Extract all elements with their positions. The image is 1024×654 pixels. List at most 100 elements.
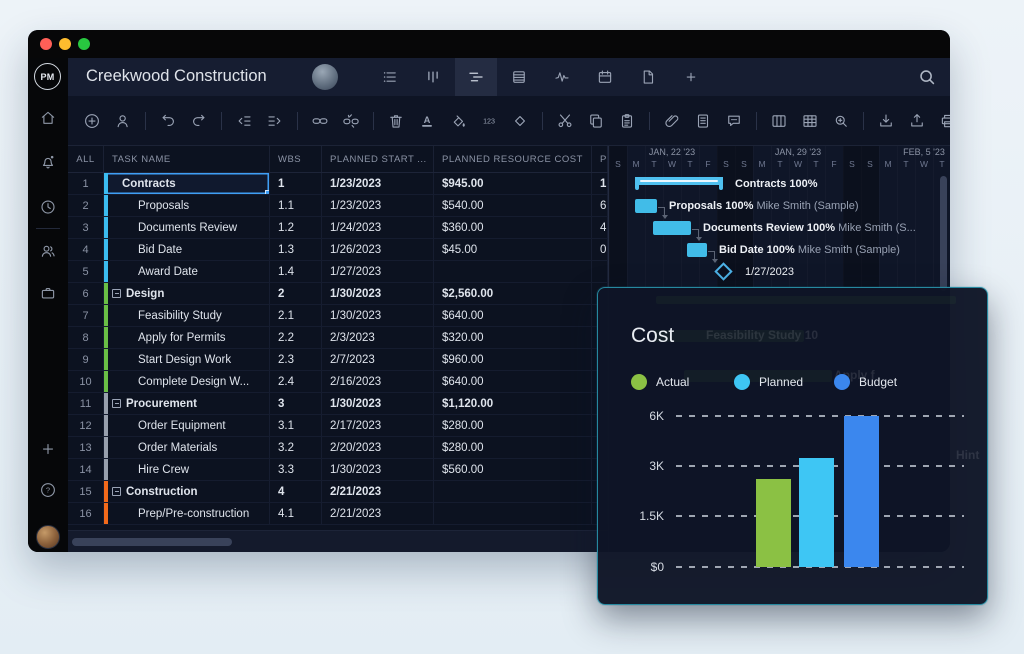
cell-planned-start[interactable]: 1/23/2023: [322, 173, 434, 194]
show-grid-button[interactable]: [801, 112, 819, 130]
cell-planned-start[interactable]: 2/17/2023: [322, 415, 434, 436]
number-format-button[interactable]: 123: [480, 112, 498, 130]
gantt-task-bar[interactable]: [653, 221, 691, 235]
view-tab-calendar[interactable]: [584, 58, 626, 96]
cell-planned-resource-cost[interactable]: $320.00: [434, 327, 592, 348]
cell-p[interactable]: 1: [592, 173, 608, 194]
cell-planned-start[interactable]: 2/21/2023: [322, 481, 434, 502]
cell-planned-start[interactable]: 2/3/2023: [322, 327, 434, 348]
help-icon[interactable]: ?: [39, 481, 57, 499]
cell-planned-start[interactable]: 1/27/2023: [322, 261, 434, 282]
row-number[interactable]: 5: [68, 261, 104, 282]
cell-planned-resource-cost[interactable]: $640.00: [434, 371, 592, 392]
delete-button[interactable]: [387, 112, 405, 130]
cell-planned-resource-cost[interactable]: $560.00: [434, 459, 592, 480]
view-tab-activity[interactable]: [541, 58, 583, 96]
view-tab-board[interactable]: [412, 58, 454, 96]
row-number[interactable]: 6: [68, 283, 104, 304]
task-row[interactable]: 15 Construction 4 2/21/2023: [68, 481, 608, 503]
import-button[interactable]: [877, 112, 895, 130]
add-comment-button[interactable]: [725, 112, 743, 130]
task-row[interactable]: 10 Complete Design W... 2.4 2/16/2023 $640.0…: [68, 371, 608, 393]
cell-planned-resource-cost[interactable]: $640.00: [434, 305, 592, 326]
cell-planned-start[interactable]: 1/30/2023: [322, 283, 434, 304]
close-window-button[interactable]: [40, 38, 52, 50]
font-color-button[interactable]: A: [418, 112, 436, 130]
cell-planned-start[interactable]: 1/24/2023: [322, 217, 434, 238]
zoom-window-button[interactable]: [78, 38, 90, 50]
row-number[interactable]: 10: [68, 371, 104, 392]
row-number[interactable]: 2: [68, 195, 104, 216]
redo-button[interactable]: [190, 112, 208, 130]
cell-task-name[interactable]: Design: [104, 283, 270, 304]
gantt-task-bar[interactable]: [687, 243, 707, 257]
cell-wbs[interactable]: 4.1: [270, 503, 322, 524]
attach-file-button[interactable]: [663, 112, 681, 130]
outdent-button[interactable]: [235, 112, 253, 130]
horizontal-scrollbar-thumb[interactable]: [72, 538, 232, 546]
cell-wbs[interactable]: 3: [270, 393, 322, 414]
cell-task-name[interactable]: Order Equipment: [104, 415, 270, 436]
team-icon[interactable]: [39, 242, 57, 260]
minimize-window-button[interactable]: [59, 38, 71, 50]
cell-planned-start[interactable]: 2/16/2023: [322, 371, 434, 392]
portfolio-icon[interactable]: [39, 284, 57, 302]
print-button[interactable]: [939, 112, 950, 130]
task-row[interactable]: 6 Design 2 1/30/2023 $2,560.00: [68, 283, 608, 305]
cell-task-name[interactable]: Proposals: [104, 195, 270, 216]
legend-item-actual[interactable]: Actual: [631, 374, 689, 390]
col-header-planned-resource-cost[interactable]: PLANNED RESOURCE COST: [434, 146, 592, 172]
cell-planned-resource-cost[interactable]: $945.00: [434, 173, 592, 194]
row-number[interactable]: 14: [68, 459, 104, 480]
cell-planned-start[interactable]: 2/20/2023: [322, 437, 434, 458]
zoom-to-fit-button[interactable]: [832, 112, 850, 130]
view-tab-document[interactable]: [627, 58, 669, 96]
cell-planned-resource-cost[interactable]: $2,560.00: [434, 283, 592, 304]
export-button[interactable]: [908, 112, 926, 130]
add-note-button[interactable]: [694, 112, 712, 130]
cell-wbs[interactable]: 2.1: [270, 305, 322, 326]
cell-task-name[interactable]: Construction: [104, 481, 270, 502]
row-number[interactable]: 3: [68, 217, 104, 238]
row-number[interactable]: 11: [68, 393, 104, 414]
cut-button[interactable]: [556, 112, 574, 130]
project-owner-avatar[interactable]: [312, 64, 338, 90]
gantt-summary-bar[interactable]: [635, 177, 723, 190]
cell-planned-resource-cost[interactable]: $280.00: [434, 415, 592, 436]
cell-planned-resource-cost[interactable]: $540.00: [434, 195, 592, 216]
cell-planned-start[interactable]: 2/7/2023: [322, 349, 434, 370]
cell-task-name[interactable]: Documents Review: [104, 217, 270, 238]
task-row[interactable]: 1 Contracts 1 1/23/2023 $945.00 1: [68, 173, 608, 195]
link-tasks-button[interactable]: [311, 112, 329, 130]
cell-planned-resource-cost[interactable]: [434, 261, 592, 282]
cost-bar-planned[interactable]: [799, 457, 834, 567]
cell-planned-start[interactable]: 2/21/2023: [322, 503, 434, 524]
task-row[interactable]: 12 Order Equipment 3.1 2/17/2023 $280.00: [68, 415, 608, 437]
view-tab-sheet[interactable]: [498, 58, 540, 96]
cell-task-name[interactable]: Start Design Work: [104, 349, 270, 370]
gantt-task-bar[interactable]: [635, 199, 657, 213]
col-header-planned-start[interactable]: PLANNED START ...: [322, 146, 434, 172]
cell-task-name[interactable]: Bid Date: [104, 239, 270, 260]
legend-item-planned[interactable]: Planned: [734, 374, 803, 390]
cell-wbs[interactable]: 3.1: [270, 415, 322, 436]
row-number[interactable]: 13: [68, 437, 104, 458]
cell-planned-resource-cost[interactable]: $280.00: [434, 437, 592, 458]
row-number[interactable]: 15: [68, 481, 104, 502]
assign-people-button[interactable]: [114, 112, 132, 130]
vertical-scrollbar-thumb[interactable]: [940, 176, 947, 291]
pm-logo[interactable]: PM: [34, 63, 61, 90]
task-row[interactable]: 5 Award Date 1.4 1/27/2023: [68, 261, 608, 283]
unlink-tasks-button[interactable]: [342, 112, 360, 130]
task-row[interactable]: 3 Documents Review 1.2 1/24/2023 $360.00 4: [68, 217, 608, 239]
undo-button[interactable]: [159, 112, 177, 130]
indent-button[interactable]: [266, 112, 284, 130]
cell-wbs[interactable]: 4: [270, 481, 322, 502]
task-row[interactable]: 13 Order Materials 3.2 2/20/2023 $280.00: [68, 437, 608, 459]
row-number[interactable]: 8: [68, 327, 104, 348]
view-tab-list[interactable]: [369, 58, 411, 96]
cell-planned-resource-cost[interactable]: [434, 503, 592, 524]
row-number[interactable]: 7: [68, 305, 104, 326]
task-row[interactable]: 9 Start Design Work 2.3 2/7/2023 $960.00: [68, 349, 608, 371]
cell-task-name[interactable]: Contracts: [104, 173, 270, 194]
